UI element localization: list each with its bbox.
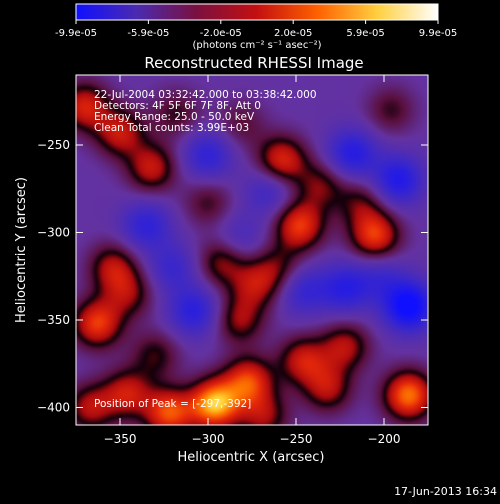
colorbar: -9.9e-05 -5.9e-05 -2.0e-05 2.0e-05 5.9e-05 9.… bbox=[55, 3, 457, 51]
heatmap-image bbox=[76, 75, 428, 425]
colorbar-tick-label: -2.0e-05 bbox=[200, 28, 242, 39]
colorbar-tick-label: 2.0e-05 bbox=[274, 28, 312, 39]
annotation-energy: Energy Range: 25.0 - 50.0 keV bbox=[94, 111, 255, 123]
y-tick-label: −300 bbox=[37, 226, 70, 240]
colorbar-ticks: -9.9e-05 -5.9e-05 -2.0e-05 2.0e-05 5.9e-05 9.… bbox=[55, 20, 457, 39]
colorbar-tick-label: 5.9e-05 bbox=[346, 28, 384, 39]
y-tick-label: −250 bbox=[37, 138, 70, 152]
y-tick-label: −350 bbox=[37, 313, 70, 327]
annotation-time: 22-Jul-2004 03:32:42.000 to 03:38:42.000 bbox=[94, 89, 317, 101]
footer-timestamp: 17-Jun-2013 16:34 bbox=[394, 485, 497, 498]
chart-title: Reconstructed RHESSI Image bbox=[144, 54, 363, 72]
x-axis-label: Heliocentric X (arcsec) bbox=[178, 450, 325, 465]
x-tick-label: −350 bbox=[104, 432, 137, 446]
y-axis-label: Heliocentric Y (arcsec) bbox=[14, 177, 29, 323]
plot-frame bbox=[75, 74, 429, 426]
x-axis-ticks: −350 −300 −250 −200 bbox=[104, 75, 401, 446]
colorbar-units: (photons cm⁻² s⁻¹ asec⁻²) bbox=[192, 40, 321, 51]
y-tick-label: −400 bbox=[37, 401, 70, 415]
annotation-detectors: Detectors: 4F 5F 6F 7F 8F, Att 0 bbox=[94, 100, 261, 112]
annotations: 22-Jul-2004 03:32:42.000 to 03:38:42.000… bbox=[94, 89, 317, 410]
annotation-clean: Clean Total counts: 3.99E+03 bbox=[94, 122, 249, 134]
annotation-peak: Position of Peak = [-297,-392] bbox=[94, 398, 251, 410]
x-tick-label: −200 bbox=[368, 432, 401, 446]
y-axis-ticks: −400 −350 −300 −250 bbox=[37, 138, 428, 415]
colorbar-tick-label: 9.9e-05 bbox=[419, 28, 457, 39]
heatmap-area bbox=[75, 74, 429, 426]
x-tick-label: −250 bbox=[280, 432, 313, 446]
x-tick-label: −300 bbox=[192, 432, 225, 446]
colorbar-tick-label: -9.9e-05 bbox=[55, 28, 97, 39]
colorbar-bar bbox=[75, 3, 439, 21]
colorbar-tick-label: -5.9e-05 bbox=[127, 28, 169, 39]
